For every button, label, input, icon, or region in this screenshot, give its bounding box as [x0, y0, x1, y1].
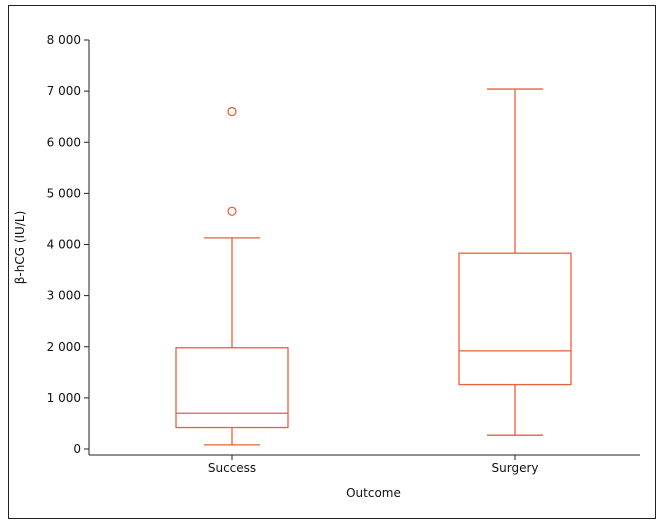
chart-frame [8, 5, 656, 519]
axes: 0 1 000 2 000 3 000 4 000 5 000 6 000 7 000 8 00… [47, 33, 640, 475]
x-tick-label: Success [208, 461, 256, 475]
y-tick-label: 3 000 [47, 289, 81, 303]
y-tick-label: 7 000 [47, 84, 81, 98]
y-tick-label: 5 000 [47, 186, 81, 200]
box-surgery [458, 88, 572, 436]
x-axis-title: Outcome [346, 486, 401, 500]
outlier-point [227, 206, 237, 216]
x-tick-label: Surgery [492, 461, 539, 475]
y-tick-label: 4 000 [47, 238, 81, 252]
y-tick-label: 6 000 [47, 135, 81, 149]
box-success [175, 106, 289, 446]
y-axis-title: β-hCG (IU/L) [13, 211, 27, 285]
boxes [175, 88, 572, 446]
y-tick-label: 2 000 [47, 340, 81, 354]
iqr-box [175, 347, 289, 429]
outlier-point [227, 106, 237, 117]
iqr-box [458, 252, 572, 386]
y-tick-label: 0 [73, 442, 81, 456]
y-tick-label: 8 000 [47, 33, 81, 47]
y-tick-label: 1 000 [47, 391, 81, 405]
